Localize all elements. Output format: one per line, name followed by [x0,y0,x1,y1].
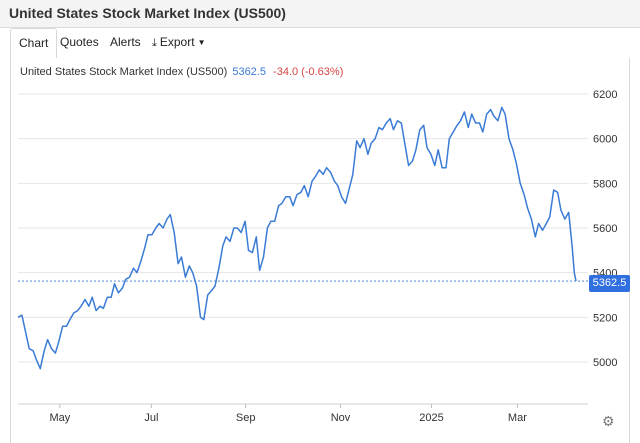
y-tick-label: 5600 [593,223,617,235]
chart-legend: United States Stock Market Index (US500)… [20,66,343,78]
chart-tabs: Chart Quotes Alerts ⤓ Export ▼ [10,28,630,58]
caret-down-icon: ▼ [197,38,206,47]
gear-icon[interactable]: ⚙ [602,413,615,429]
tab-alerts[interactable]: Alerts [102,28,149,58]
x-axis: May Jul Sep Nov 2025 Mar [18,403,588,424]
export-label: Export [159,35,195,49]
legend-series-name: United States Stock Market Index (US500) [20,66,228,78]
x-tick-label: Mar [508,412,527,424]
x-tick-label: Nov [331,412,351,424]
page-title: United States Stock Market Index (US500) [9,5,286,21]
y-tick-label: 5800 [593,178,617,190]
series-line [17,106,577,370]
x-tick-label: May [49,412,70,424]
y-tick-label: 6200 [593,89,617,101]
y-tick-label: 6000 [593,134,617,146]
download-icon: ⤓ [152,37,157,49]
chart-panel [10,58,630,443]
last-price-badge: 5362.5 [589,275,630,292]
tab-quotes-label: Quotes [60,35,99,49]
x-tick-label: Jul [144,412,158,424]
chart-grid [18,93,588,363]
legend-change: -34.0 (-0.63%) [273,66,344,78]
x-tick-label: Sep [236,412,256,424]
y-tick-label: 5000 [593,357,617,369]
export-dropdown[interactable]: ⤓ Export ▼ [144,28,213,58]
tab-chart-label: Chart [19,36,49,50]
tab-alerts-label: Alerts [110,35,141,49]
tab-chart[interactable]: Chart [10,28,58,58]
tab-quotes[interactable]: Quotes [52,28,107,58]
page-header: United States Stock Market Index (US500) [0,0,640,28]
y-tick-label: 5200 [593,312,617,324]
legend-last-value: 5362.5 [232,66,266,78]
x-tick-label: 2025 [419,412,443,424]
